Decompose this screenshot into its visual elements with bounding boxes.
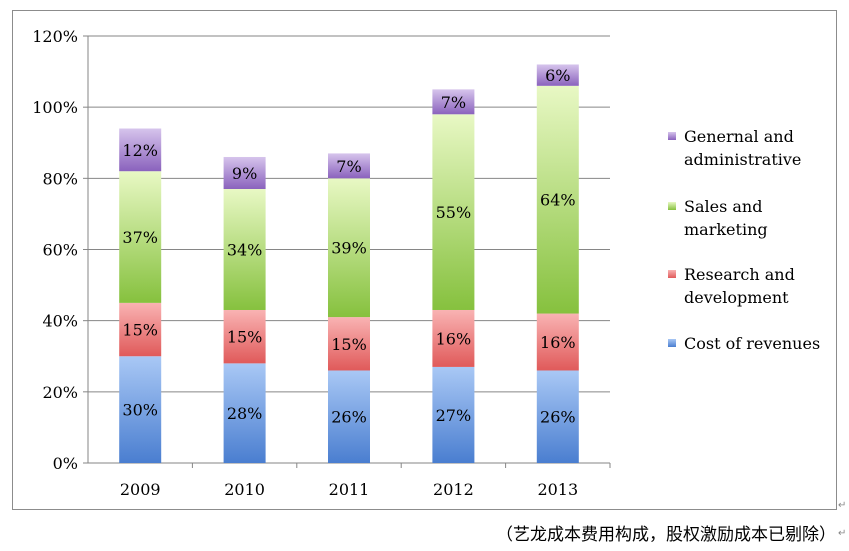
data-label: 26% (331, 408, 367, 427)
data-label: 55% (436, 203, 472, 222)
bar-segment (119, 302, 162, 357)
bar-segment (328, 178, 370, 318)
legend-swatch (668, 132, 676, 140)
x-tick-label: 2010 (224, 480, 265, 499)
legend-label: administrative (684, 150, 801, 169)
data-label: 27% (436, 406, 472, 425)
y-tick-label: 100% (32, 98, 78, 117)
paragraph-mark: ↵ (838, 500, 847, 511)
bar-segment (119, 356, 162, 463)
data-label: 7% (336, 157, 361, 176)
data-label: 15% (227, 328, 263, 347)
x-tick-label: 2013 (537, 480, 578, 499)
bar-segment (223, 363, 266, 463)
bars (119, 64, 579, 463)
chart-frame: 0% 20% 40% 60% 80% 100% 120% 2009 2010 2011 2012 20… (12, 10, 837, 510)
x-tick-label: 2011 (329, 480, 370, 499)
bar-segment (328, 370, 370, 463)
legend-label: marketing (684, 220, 768, 239)
bar-segment (536, 64, 579, 86)
chart-caption: （艺龙成本费用构成，股权激励成本已剔除） (496, 525, 836, 545)
data-label: 16% (436, 329, 472, 348)
data-label: 6% (545, 66, 570, 85)
data-labels: 30% 15% 37% 12% 28% 15% 34% 9% 26% 15% 39% 7% 27% 16%… (122, 66, 575, 427)
legend: Genernal and administrative Sales and marke… (668, 127, 820, 353)
data-label: 16% (540, 333, 576, 352)
data-label: 64% (540, 191, 576, 210)
bar-segment (432, 114, 475, 310)
y-tick-label: 120% (32, 27, 78, 46)
y-tick-label: 0% (53, 454, 78, 473)
bar-segment (328, 317, 370, 371)
data-label: 30% (122, 401, 158, 420)
legend-swatch (668, 202, 676, 210)
bar-segment (223, 309, 266, 364)
bar-segment (119, 128, 162, 172)
data-label: 26% (540, 408, 576, 427)
data-label: 34% (227, 241, 263, 260)
y-tick-label: 60% (42, 241, 78, 260)
bar-segment (536, 370, 579, 463)
data-label: 7% (441, 93, 466, 112)
legend-label: Cost of revenues (684, 334, 820, 353)
legend-label: Research and (684, 265, 795, 284)
y-tick-label: 20% (42, 383, 78, 402)
bar-segment (223, 189, 266, 310)
x-tick-label: 2009 (120, 480, 161, 499)
y-tick-label: 80% (42, 169, 78, 188)
bar-segment (432, 89, 475, 115)
bar-segment (223, 156, 266, 190)
data-label: 12% (122, 141, 158, 160)
paragraph-mark: ↵ (838, 528, 847, 539)
bar-segment (432, 366, 475, 463)
stacked-bar-chart: 0% 20% 40% 60% 80% 100% 120% 2009 2010 2011 2012 20… (32, 27, 820, 499)
legend-swatch (668, 270, 676, 278)
bar-segment (119, 171, 162, 303)
axes: 0% 20% 40% 60% 80% 100% 120% 2009 2010 2011 2012 20… (32, 27, 611, 499)
bar-segment (536, 85, 579, 314)
x-tick-label: 2012 (433, 480, 474, 499)
data-label: 28% (227, 404, 263, 423)
bar-segment (328, 153, 370, 179)
data-label: 39% (331, 239, 367, 258)
legend-label: Genernal and (684, 127, 794, 146)
data-label: 15% (331, 335, 367, 354)
legend-label: Sales and (684, 197, 762, 216)
legend-label: development (684, 288, 789, 307)
bar-segment (536, 313, 579, 371)
data-label: 37% (122, 228, 158, 247)
data-label: 9% (232, 164, 257, 183)
y-tick-label: 40% (42, 312, 78, 331)
legend-swatch (668, 339, 676, 347)
data-label: 15% (122, 321, 158, 340)
bar-segment (432, 309, 475, 367)
